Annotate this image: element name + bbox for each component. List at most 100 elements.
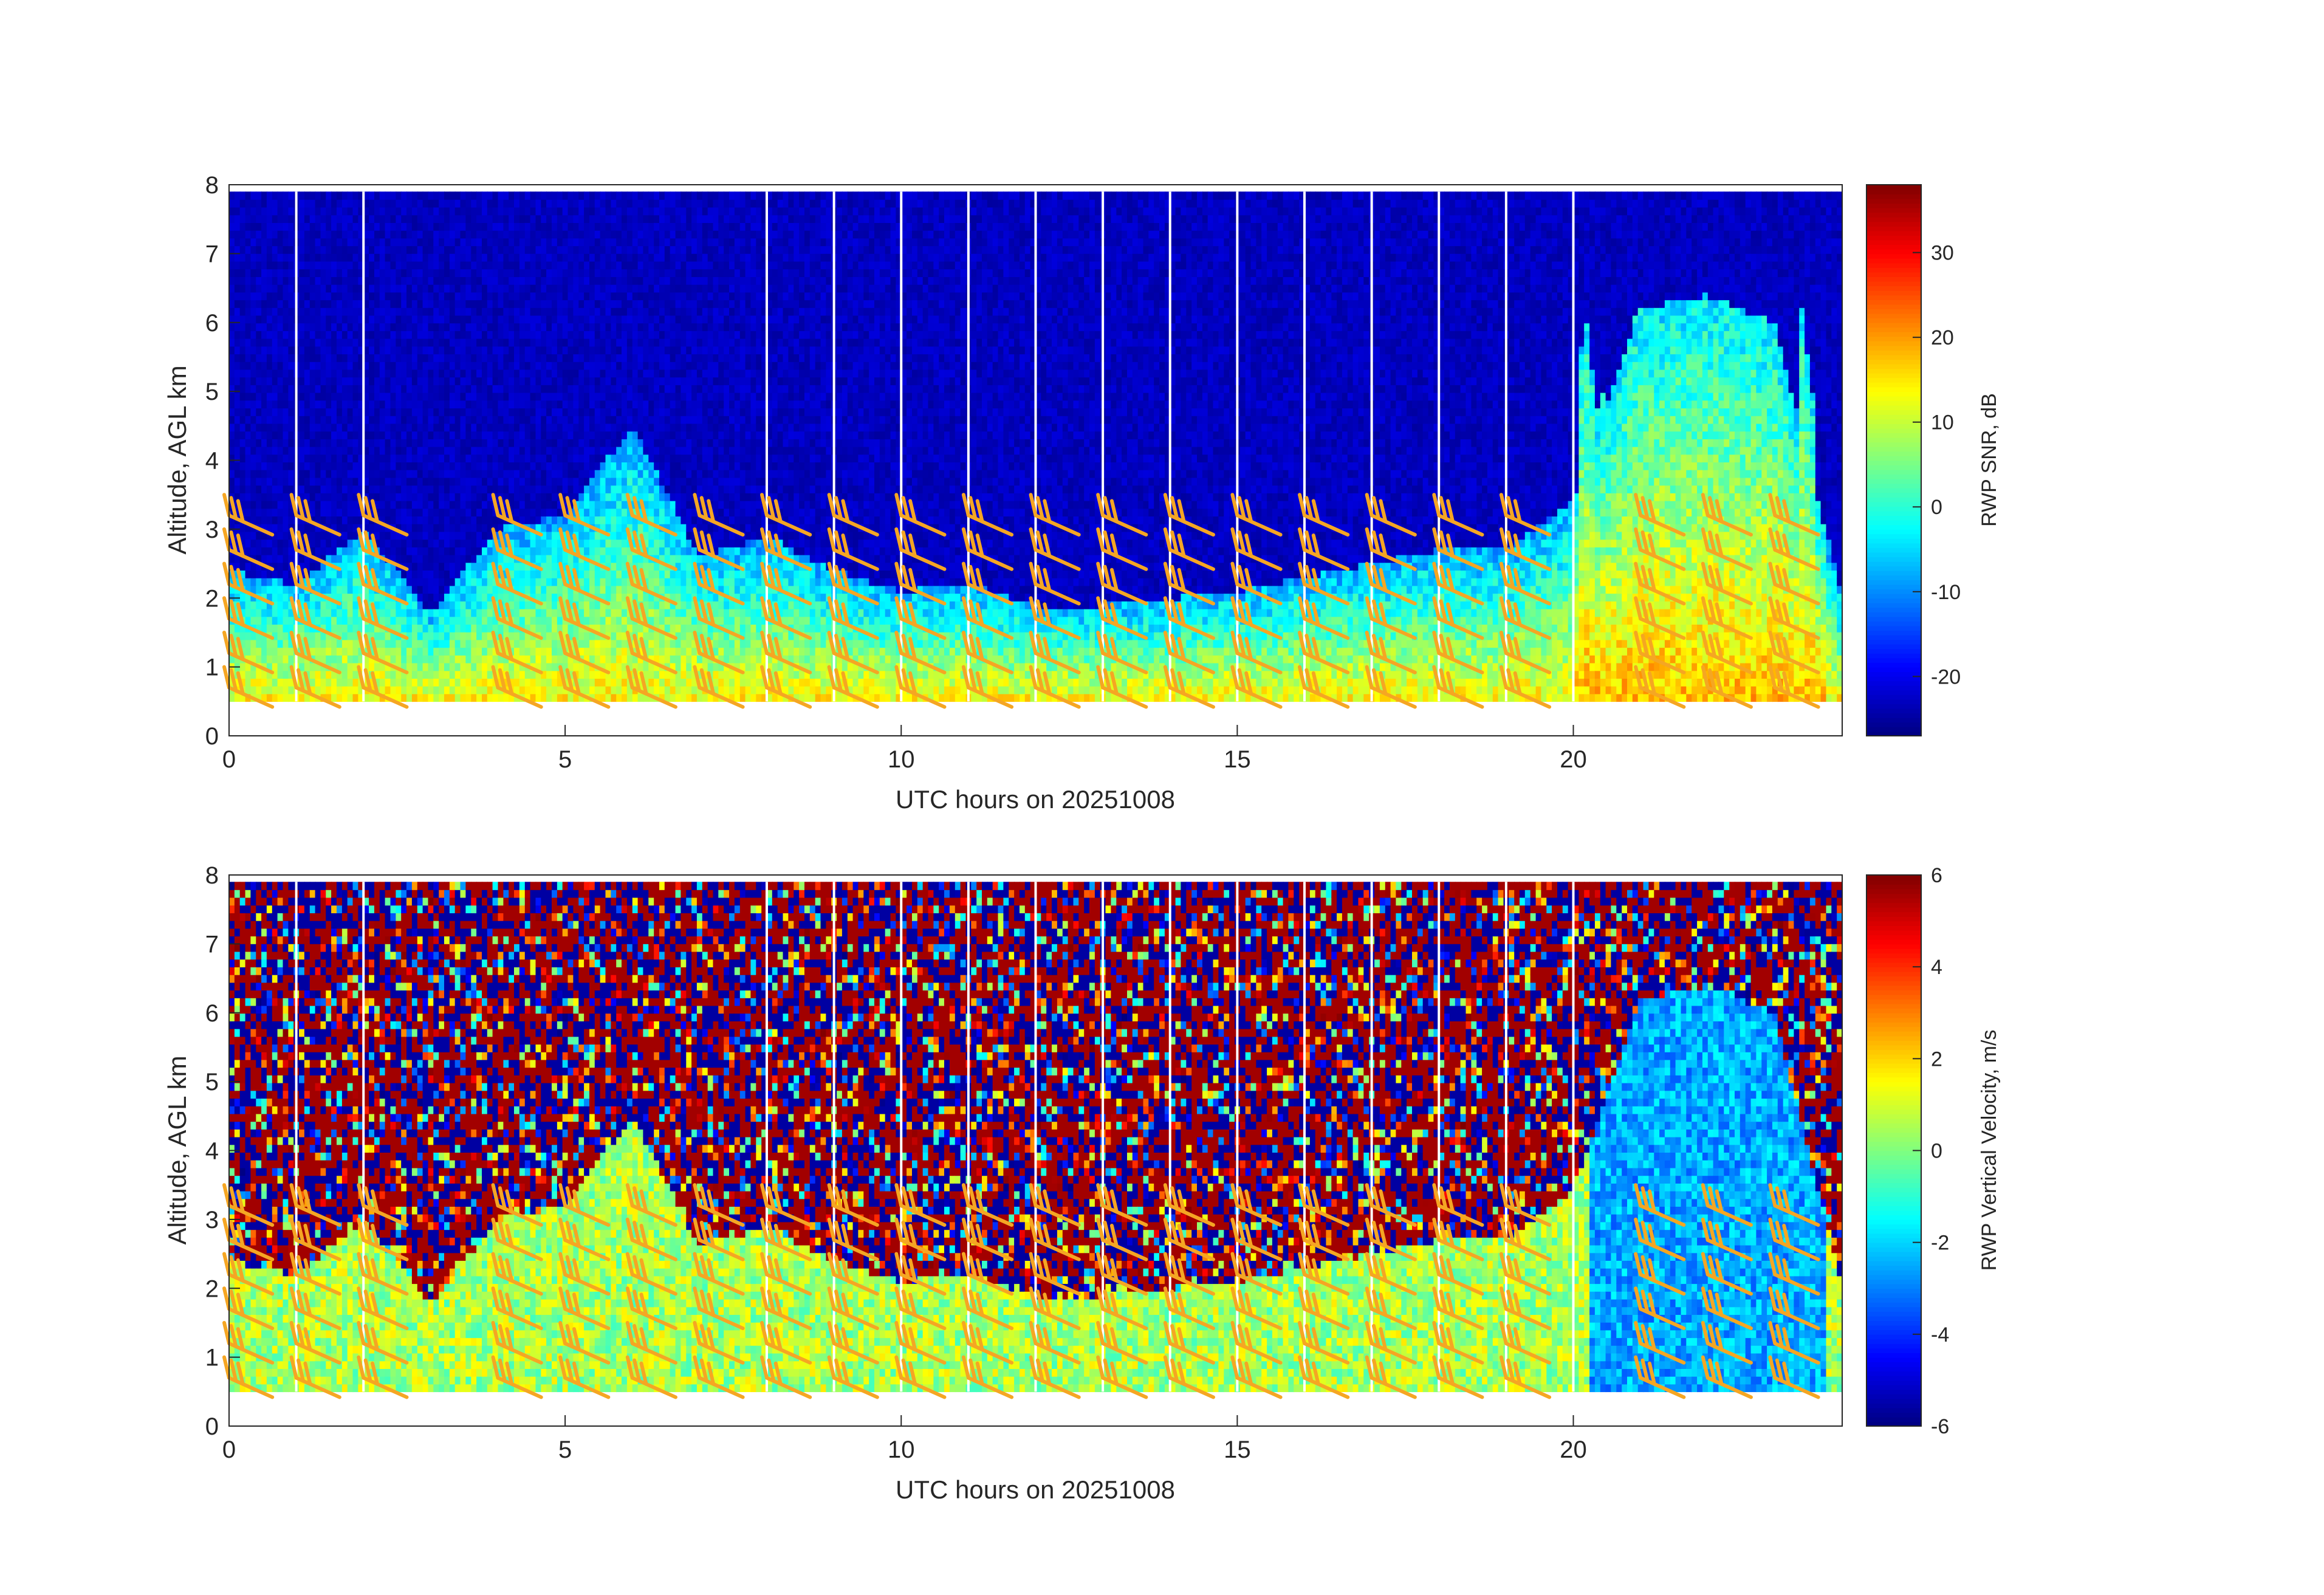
snr-cell bbox=[234, 562, 241, 571]
snr-cell bbox=[546, 585, 552, 594]
snr-cell bbox=[428, 253, 434, 262]
snr-cell bbox=[509, 608, 515, 617]
snr-cell bbox=[449, 462, 456, 470]
snr-cell bbox=[250, 191, 257, 200]
snr-cell bbox=[363, 554, 369, 563]
snr-cell bbox=[449, 214, 456, 223]
snr-cell bbox=[465, 693, 472, 702]
snr-cell bbox=[546, 307, 552, 316]
snr-cell bbox=[239, 385, 246, 393]
snr-cell bbox=[352, 516, 359, 524]
snr-cell bbox=[584, 385, 590, 393]
snr-cell bbox=[535, 593, 542, 602]
snr-cell bbox=[320, 400, 327, 409]
snr-cell bbox=[417, 207, 423, 216]
snr-cell bbox=[530, 647, 536, 656]
snr-cell bbox=[589, 608, 595, 617]
snr-cell bbox=[439, 253, 445, 262]
snr-cell bbox=[552, 245, 558, 254]
snr-cell bbox=[546, 245, 552, 254]
snr-cell bbox=[600, 392, 606, 401]
snr-cell bbox=[503, 416, 510, 424]
snr-cell bbox=[541, 470, 547, 478]
snr-cell bbox=[600, 685, 606, 695]
snr-cell bbox=[589, 601, 595, 609]
snr-cell bbox=[476, 423, 482, 432]
snr-cell bbox=[622, 338, 628, 347]
snr-cell bbox=[234, 547, 241, 555]
snr-cell bbox=[509, 400, 515, 409]
snr-cell bbox=[622, 647, 628, 656]
snr-cell bbox=[530, 477, 536, 486]
snr-cell bbox=[535, 362, 542, 370]
snr-cell bbox=[578, 624, 584, 633]
snr-cell bbox=[229, 431, 235, 439]
snr-cell bbox=[594, 570, 601, 578]
snr-cell bbox=[234, 485, 241, 493]
snr-cell bbox=[546, 693, 552, 702]
snr-cell bbox=[622, 431, 628, 439]
snr-cell bbox=[567, 245, 574, 254]
snr-cell bbox=[487, 369, 493, 378]
snr-cell bbox=[277, 631, 284, 640]
snr-cell bbox=[439, 523, 445, 532]
snr-cell bbox=[454, 508, 461, 516]
snr-cell bbox=[390, 639, 397, 648]
snr-cell bbox=[396, 593, 402, 602]
snr-cell bbox=[530, 362, 536, 370]
snr-cell bbox=[530, 261, 536, 270]
snr-cell bbox=[315, 508, 321, 516]
snr-cell bbox=[460, 462, 467, 470]
snr-cell bbox=[261, 199, 267, 208]
snr-cell bbox=[326, 585, 332, 594]
snr-cell bbox=[422, 601, 429, 609]
snr-cell bbox=[277, 562, 284, 571]
snr-cell bbox=[326, 323, 332, 331]
snr-cell bbox=[626, 547, 633, 555]
snr-cell bbox=[611, 377, 617, 385]
snr-cell bbox=[250, 577, 257, 586]
snr-cell bbox=[352, 639, 359, 648]
snr-cell bbox=[519, 261, 526, 270]
snr-cell bbox=[385, 416, 391, 424]
snr-cell bbox=[460, 477, 467, 486]
snr-cell bbox=[530, 400, 536, 409]
snr-cell bbox=[552, 400, 558, 409]
snr-cell bbox=[476, 207, 482, 216]
snr-cell bbox=[277, 601, 284, 609]
snr-cell bbox=[272, 416, 278, 424]
snr-cell bbox=[567, 331, 574, 339]
snr-cell bbox=[503, 323, 510, 331]
snr-cell bbox=[363, 338, 369, 347]
snr-cell bbox=[626, 392, 633, 401]
snr-cell bbox=[562, 416, 569, 424]
snr-cell bbox=[454, 647, 461, 656]
snr-cell bbox=[352, 477, 359, 486]
snr-cell bbox=[396, 199, 402, 208]
snr-cell bbox=[509, 307, 515, 316]
snr-cell bbox=[250, 385, 257, 393]
snr-cell bbox=[272, 369, 278, 378]
snr-cell bbox=[524, 338, 531, 347]
snr-cell bbox=[299, 601, 305, 609]
snr-cell bbox=[261, 446, 267, 455]
snr-cell bbox=[552, 207, 558, 216]
snr-cell bbox=[422, 554, 429, 563]
snr-cell bbox=[449, 385, 456, 393]
snr-cell bbox=[611, 678, 617, 687]
snr-cell bbox=[406, 516, 413, 524]
snr-cell bbox=[433, 539, 439, 547]
snr-cell bbox=[465, 647, 472, 656]
snr-cell bbox=[605, 477, 612, 486]
snr-cell bbox=[524, 616, 531, 625]
snr-cell bbox=[272, 385, 278, 393]
snr-cell bbox=[594, 678, 601, 687]
snr-cell bbox=[385, 307, 391, 316]
snr-cell bbox=[320, 323, 327, 331]
snr-cell bbox=[626, 253, 633, 262]
snr-cell bbox=[524, 300, 531, 308]
snr-cell bbox=[277, 354, 284, 362]
snr-cell bbox=[487, 562, 493, 571]
snr-cell bbox=[315, 516, 321, 524]
snr-cell bbox=[337, 539, 343, 547]
